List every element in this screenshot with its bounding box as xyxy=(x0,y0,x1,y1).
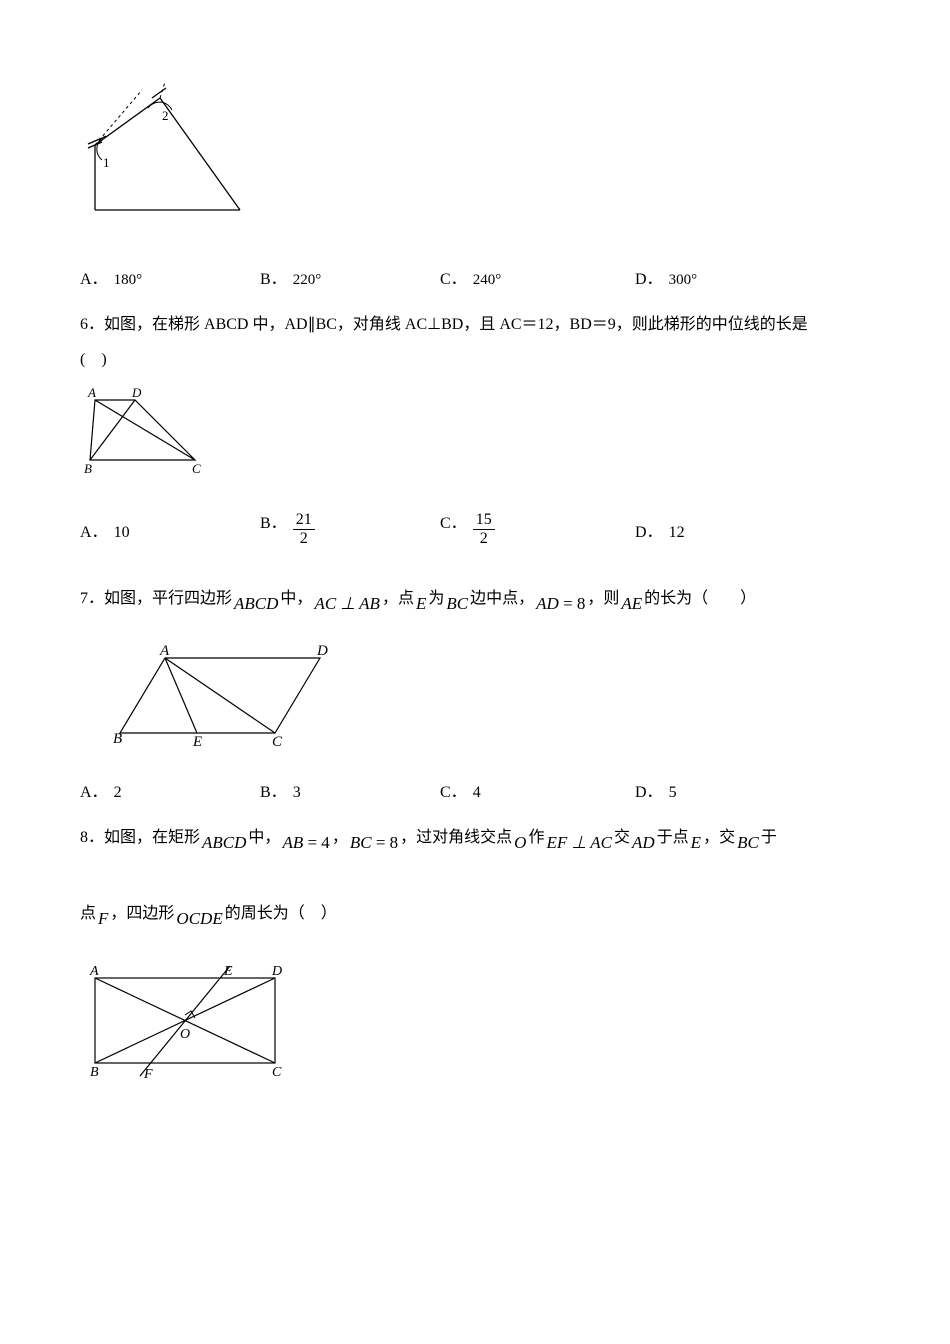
q6-stem-p2: ( ) xyxy=(80,351,107,368)
q7-t5: 边中点， xyxy=(470,590,534,607)
q5-angle1-label: 1 xyxy=(103,155,110,170)
q8-label-c: C xyxy=(272,1065,282,1080)
q7-t4: 为 xyxy=(428,590,444,607)
q8-label-o: O xyxy=(180,1027,190,1042)
q6-options: A． 10 B． 21 2 C． 15 2 D． 12 xyxy=(80,509,870,551)
q8-m6: AD xyxy=(630,824,657,861)
q7-opt-d-label: D． xyxy=(635,778,663,802)
q5-figure: 1 2 xyxy=(80,80,870,225)
q7-label-c: C xyxy=(272,734,283,750)
q7-t7: 的长为（ ） xyxy=(644,590,756,607)
q8-m5: EF ⊥ AC xyxy=(544,824,614,861)
q6-opt-b-frac: 21 2 xyxy=(293,512,315,547)
q8-number: 8． xyxy=(80,829,104,846)
q8-label-e: E xyxy=(223,964,233,979)
q6-opt-c-frac: 15 2 xyxy=(473,512,495,547)
q8-m7: E xyxy=(689,824,703,861)
q7-m1: ABCD xyxy=(232,585,280,622)
q7-m2: AC ⊥ AB xyxy=(312,585,382,622)
q7-opt-a-label: A． xyxy=(80,778,108,802)
q7-opt-b-val: 3 xyxy=(293,784,301,802)
q6-opt-b-label: B． xyxy=(260,509,287,533)
q8-t2: 中， xyxy=(248,829,280,846)
q5-opt-d-label: D． xyxy=(635,265,663,289)
q5-opt-b-val: 220° xyxy=(293,273,322,288)
q8-l2-m2: OCDE xyxy=(174,900,224,937)
q6-opt-c-label: C． xyxy=(440,509,467,533)
q8-l2-m1: F xyxy=(96,900,110,937)
q7-t6: ，则 xyxy=(587,590,619,607)
q8-t3: ， xyxy=(332,829,348,846)
q8-m4: O xyxy=(512,824,528,861)
q7-stem: 7．如图，平行四边形ABCD中，AC ⊥ AB，点E为BC边中点，AD = 8，… xyxy=(80,581,870,622)
q7-label-e: E xyxy=(192,734,202,750)
q6-opt-d-label: D． xyxy=(635,518,663,542)
q7-m6: AE xyxy=(619,585,644,622)
q8-label-d: D xyxy=(271,964,282,979)
q7-opt-c-val: 4 xyxy=(473,784,481,802)
q7-m4: BC xyxy=(444,585,470,622)
q6-opt-a-val: 10 xyxy=(114,524,130,542)
q6-opt-c-den: 2 xyxy=(473,530,495,547)
q6-opt-a-label: A． xyxy=(80,518,108,542)
q7-label-b: B xyxy=(113,731,122,747)
q7-opt-b-label: B． xyxy=(260,778,287,802)
q8-label-b: B xyxy=(90,1065,99,1080)
q8-t4: ，过对角线交点 xyxy=(400,829,512,846)
q8-m2: AB = 4 xyxy=(280,824,331,861)
q6-label-a: A xyxy=(87,385,96,400)
q8-t5: 作 xyxy=(528,829,544,846)
q8-t6: 交 xyxy=(614,829,630,846)
q7-opt-d-val: 5 xyxy=(669,784,677,802)
q8-label-f: F xyxy=(143,1067,153,1082)
q7-t3: ，点 xyxy=(382,590,414,607)
q6-opt-c-num: 15 xyxy=(473,512,495,530)
q6-label-d: D xyxy=(131,385,142,400)
q8-stem: 8．如图，在矩形ABCD中，AB = 4，BC = 8，过对角线交点O作EF ⊥… xyxy=(80,820,870,938)
q5-opt-c-val: 240° xyxy=(473,273,502,288)
q8-l2-t1: 点 xyxy=(80,905,96,922)
q7-m5: AD = 8 xyxy=(534,585,587,622)
q7-opt-c-label: C． xyxy=(440,778,467,802)
q8-l2-t3: 的周长为（ ） xyxy=(225,905,337,922)
q5-opt-a-label: A． xyxy=(80,265,108,289)
q8-l2-t2: ，四边形 xyxy=(110,905,174,922)
q5-opt-a-val: 180° xyxy=(114,273,143,288)
q6-opt-d-val: 12 xyxy=(669,524,685,542)
q8-m3: BC = 8 xyxy=(348,824,400,861)
q6-opt-b-num: 21 xyxy=(293,512,315,530)
q6-number: 6． xyxy=(80,316,104,333)
q7-m3: E xyxy=(414,585,428,622)
q8-t1: 如图，在矩形 xyxy=(104,829,200,846)
q6-opt-b-den: 2 xyxy=(293,530,315,547)
q7-t1: 如图，平行四边形 xyxy=(104,590,232,607)
q5-opt-b-label: B． xyxy=(260,265,287,289)
q6-stem-p1: 如图，在梯形 ABCD 中，AD∥BC，对角线 AC⊥BD，且 AC＝12，BD… xyxy=(104,316,808,333)
q7-options: A． 2 B． 3 C． 4 D． 5 xyxy=(80,778,870,802)
q6-label-c: C xyxy=(192,461,201,476)
q5-angle2-label: 2 xyxy=(162,108,169,123)
q7-number: 7． xyxy=(80,590,104,607)
q8-t9: 于 xyxy=(761,829,777,846)
q7-label-a: A xyxy=(159,643,170,659)
q8-t7: 于点 xyxy=(657,829,689,846)
q8-figure: A D B C E F O xyxy=(80,958,870,1093)
q8-label-a: A xyxy=(89,964,99,979)
q5-opt-c-label: C． xyxy=(440,265,467,289)
q5-opt-d-val: 300° xyxy=(669,273,698,288)
q7-t2: 中， xyxy=(280,590,312,607)
q8-m1: ABCD xyxy=(200,824,248,861)
q6-stem: 6．如图，在梯形 ABCD 中，AD∥BC，对角线 AC⊥BD，且 AC＝12，… xyxy=(80,307,870,377)
q6-label-b: B xyxy=(84,461,92,476)
q6-figure: A D B C xyxy=(80,385,870,485)
q5-options: A． 180° B． 220° C． 240° D． 300° xyxy=(80,265,870,289)
q7-opt-a-val: 2 xyxy=(114,784,122,802)
q7-figure: A D B C E xyxy=(110,643,870,758)
q8-t8: ，交 xyxy=(703,829,735,846)
q8-m8: BC xyxy=(735,824,761,861)
q7-label-d: D xyxy=(316,643,328,659)
